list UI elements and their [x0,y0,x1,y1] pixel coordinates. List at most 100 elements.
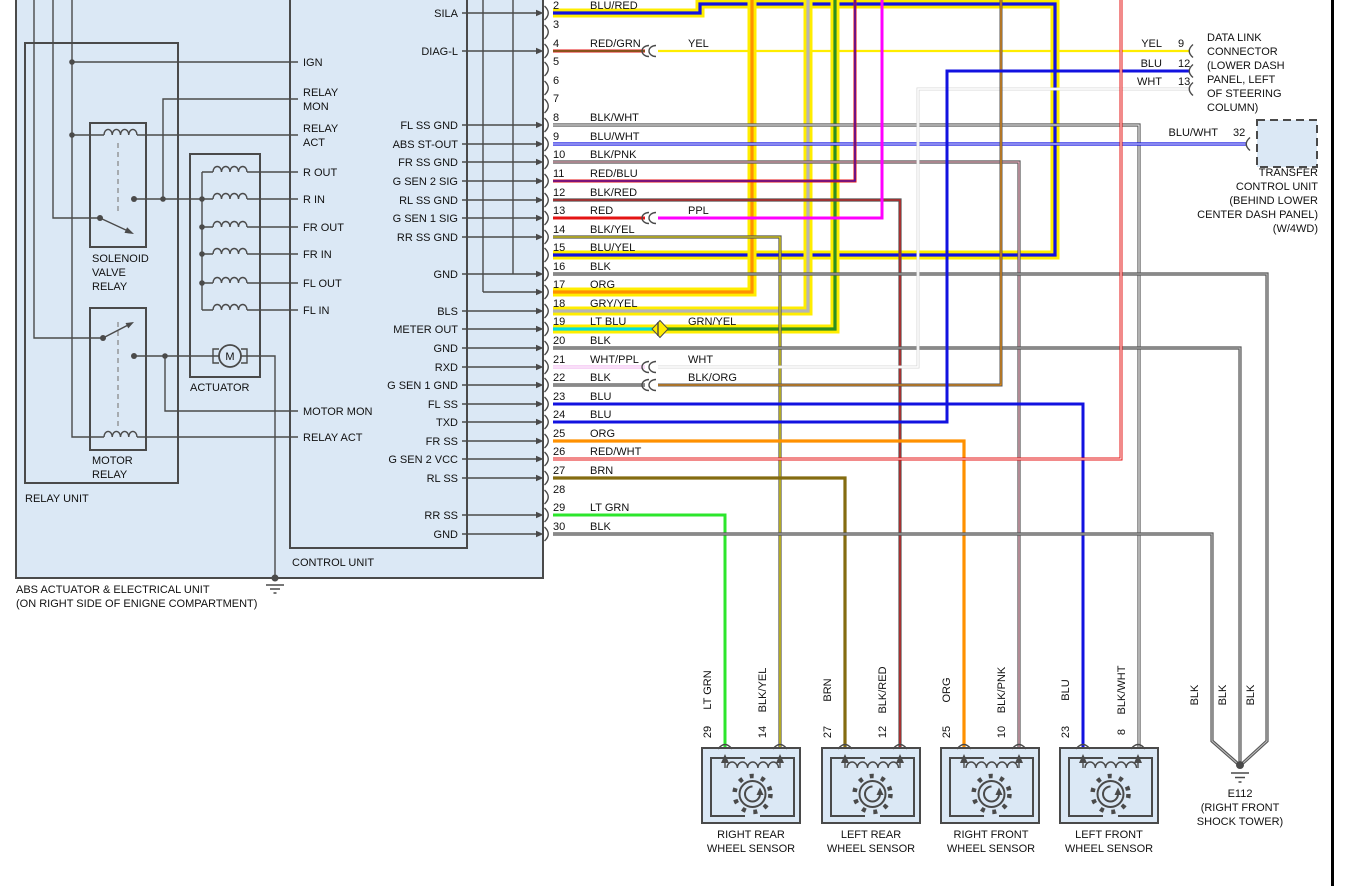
wire-color-label: BLK/YEL [590,224,635,236]
pin-number: 4 [553,38,559,50]
sensor-wire-color: BLK/YEL [757,668,769,713]
wire-color-label: BRN [590,465,613,477]
wire-color-label: RED/BLU [590,168,638,180]
cu-signal-label: RL SS GND [399,195,458,207]
dlc-caption: PANEL, LEFT [1207,74,1276,86]
cu-signal-label: TXD [436,417,458,429]
coil-symbols [103,128,248,438]
pin-number: 12 [553,187,565,199]
switch-arrow-icon [125,322,134,329]
actuator-label: ACTUATOR [190,382,250,394]
abs-unit-caption: ABS ACTUATOR & ELECTRICAL UNIT [16,584,210,596]
junction-dots [69,59,205,359]
dlc-caption: CONNECTOR [1207,46,1278,58]
tcu-box [1256,119,1318,168]
cu-signal-label: GND [434,529,459,541]
cu-signal-label: GND [434,343,459,355]
cu-signal-label: FL OUT [303,278,342,290]
sensor-pin-number: 23 [1060,726,1072,738]
wire-color-label: BLK [590,521,611,533]
wire-color-label: BLU/RED [590,0,638,12]
dlc-caption: COLUMN) [1207,102,1258,114]
sensor-caption: WHEEL SENSOR [707,843,795,855]
wire-blu-dlc [553,69,1190,424]
cu-signal-label: FR OUT [303,222,344,234]
data-link-connector: YEL 9 BLU 12 WHT 13 DATA LINK CONNECTOR (LO… [1137,32,1285,114]
sensor-wire-color: BLK/RED [877,666,889,713]
wire-ppl [658,0,884,220]
sensor-wire-color: LT GRN [702,670,714,709]
pin-number: 30 [553,521,565,533]
sensor-pin-number: 14 [757,726,769,738]
splice-symbols [641,44,657,392]
sensor-wire-color: BLK/WHT [1116,665,1128,714]
dlc-wire-color: YEL [1141,38,1162,50]
cu-signal-label: G SEN 1 GND [387,380,458,392]
control-unit-pin-lines [462,0,549,542]
pin-number: 5 [553,56,559,68]
pin-labels: 2 BLU/RED 3 4 RED/GRN YEL 5 6 7 8 BLK/WHT 9 B… [553,0,737,533]
cu-signal-label: SILA [434,8,459,20]
switch-arrow-icon [124,227,134,234]
wire-color-label: LT GRN [590,502,629,514]
wire-color-label: BLU [590,409,611,421]
relay-unit-wiring [33,0,298,594]
wire-color-label: BLU/WHT [590,131,640,143]
cu-signal-label: BLS [437,306,458,318]
wire-lt-grn [553,513,727,750]
motor-relay-label: RELAY [92,469,128,481]
sensor-caption: RIGHT FRONT [954,829,1029,841]
ground-caption: SHOCK TOWER) [1197,816,1283,828]
pin-number: 19 [553,316,565,328]
dlc-pin-number: 13 [1178,76,1190,88]
wire-blk-gnd20 [553,346,1242,761]
cu-signal-label: DIAG-L [421,46,458,58]
pin-number: 2 [553,0,559,12]
wheel-sensors: LT GRN 29 BLK/YEL 14 BRN 27 BLK/RED 12 O… [702,665,1158,855]
cu-signal-label: FL SS [428,399,458,411]
wire-color-label: RED/GRN [590,38,641,50]
tcu-pin-number: 32 [1233,127,1245,139]
cu-signal-label: FR SS [426,436,458,448]
transfer-control-unit: BLU/WHT 32 TRANSFER CONTROL UNIT (BEHIND… [1169,119,1318,235]
relay-unit-box [24,42,179,484]
tcu-caption: CONTROL UNIT [1236,181,1318,193]
sensor-wire-color: ORG [941,677,953,702]
dlc-brackets [1188,43,1194,97]
pin-number: 22 [553,372,565,384]
pin-number: 27 [553,465,565,477]
pin-number: 14 [553,224,565,236]
harness-wires [553,0,1269,765]
tcu-wire-color: BLU/WHT [1169,127,1219,139]
sensor-pin-number: 12 [877,726,889,738]
control-unit-label: CONTROL UNIT [292,557,374,569]
pin-number: 23 [553,391,565,403]
splice-color-label: WHT [688,354,713,366]
dlc-caption: DATA LINK [1207,32,1262,44]
cu-signal-label: R OUT [303,167,338,179]
ground-symbol-icon [266,584,284,594]
tcu-caption: (BEHIND LOWER [1229,195,1318,207]
tcu-caption: TRANSFER [1259,167,1318,179]
cu-signal-label: G SEN 2 VCC [388,454,458,466]
cu-signal-label: FL SS GND [400,120,458,132]
dlc-wire-color: WHT [1137,76,1162,88]
sensor-wire-color: BLU [1060,679,1072,700]
cu-signal-label: MON [303,101,329,113]
pin-arrowheads [536,9,544,538]
pin-number: 8 [553,112,559,124]
wire-color-label: BLK [590,261,611,273]
shield-splice-diamond [651,319,669,339]
cu-signal-label: METER OUT [393,324,458,336]
tcu-caption: CENTER DASH PANEL) [1197,209,1318,221]
tcu-caption: (W/4WD) [1273,223,1318,235]
wire-color-label: ORG [590,428,615,440]
abs-unit-caption: (ON RIGHT SIDE OF ENIGNE COMPARTMENT) [16,598,257,610]
sensor-wire-color: BLK/PNK [996,666,1008,713]
e112-ground: BLK BLK BLK E112 (RIGHT FRONT SHOCK TOWE… [1189,684,1283,828]
wire-color-label: LT BLU [590,316,626,328]
cu-signal-label: RELAY ACT [303,432,363,444]
left-front-wheel-sensor [1060,745,1158,824]
cu-signal-label: FR IN [303,249,332,261]
